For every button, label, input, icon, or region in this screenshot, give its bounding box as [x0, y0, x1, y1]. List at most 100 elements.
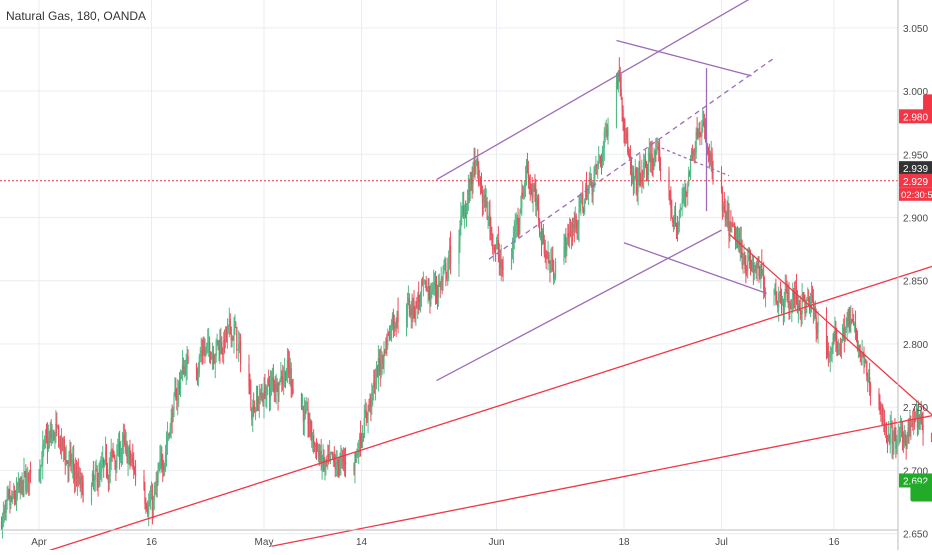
candle-body — [421, 281, 422, 292]
candle-body — [268, 379, 269, 382]
candle-body — [306, 410, 307, 412]
candle-body — [626, 132, 627, 140]
candle-body — [345, 462, 346, 464]
price-tick-label: 2.900 — [903, 213, 928, 224]
candle-body — [357, 453, 358, 454]
candle-body — [278, 382, 279, 396]
candle-body — [699, 131, 700, 134]
candle-body — [41, 465, 42, 467]
candle-body — [93, 473, 94, 481]
candle-body — [671, 208, 672, 217]
candle-body — [428, 290, 429, 295]
candle-body — [173, 397, 174, 410]
candle-body — [16, 490, 17, 501]
candle-body — [741, 241, 742, 252]
candle-body — [553, 270, 554, 278]
candle-body — [155, 486, 156, 494]
candle-body — [701, 128, 702, 136]
candle-body — [534, 187, 535, 191]
candle-body — [808, 298, 809, 302]
candle-body — [682, 199, 683, 208]
candle-body — [530, 184, 531, 189]
stop-label-bg[interactable] — [923, 94, 932, 112]
candle-body — [588, 187, 589, 195]
candle-body — [639, 166, 640, 181]
candle-body — [43, 443, 44, 445]
candle-body — [460, 216, 461, 228]
price-tick-label: 2.650 — [903, 530, 928, 541]
channel-lower-line[interactable] — [437, 230, 722, 380]
candle-body — [580, 195, 581, 205]
candle-body — [271, 381, 272, 384]
candle-body — [921, 416, 922, 422]
candle-body — [215, 356, 216, 363]
candle-body — [95, 470, 96, 480]
candle-body — [607, 126, 608, 136]
candle-body — [538, 207, 539, 221]
candle-body — [554, 278, 555, 279]
candle-body — [375, 383, 376, 388]
candle-body — [747, 261, 748, 272]
candle-body — [669, 191, 670, 197]
candle-body — [697, 132, 698, 134]
candle-body — [114, 458, 115, 461]
candle-body — [316, 444, 317, 450]
candle-body — [629, 154, 630, 158]
candle-body — [418, 295, 419, 302]
candle-body — [905, 434, 906, 444]
lower-support-trendline[interactable] — [272, 365, 932, 546]
candle-body — [52, 435, 53, 438]
candle-body — [695, 152, 696, 154]
triangle-upper-line[interactable] — [617, 40, 752, 75]
candle-body — [310, 420, 311, 433]
candle-body — [236, 327, 237, 350]
candle-body — [270, 384, 271, 397]
candle-body — [164, 464, 165, 471]
candle-body — [602, 151, 603, 164]
candle-body — [543, 231, 544, 242]
candle-body — [97, 469, 98, 482]
candle-body — [489, 213, 490, 226]
candle-body — [24, 471, 25, 473]
candle-body — [227, 329, 228, 337]
candle-body — [879, 405, 880, 409]
candle-body — [670, 196, 671, 208]
candle-body — [162, 466, 163, 469]
candle-body — [161, 453, 162, 466]
candle-body — [407, 303, 408, 318]
support-trendline[interactable] — [39, 235, 932, 550]
candle-body — [343, 457, 344, 462]
entry-price-tag-countdown: 02:30:5 — [901, 190, 932, 201]
candle-body — [221, 342, 222, 350]
time-tick-label: Jun — [488, 537, 504, 548]
candle-body — [597, 163, 598, 166]
candle-body — [483, 196, 484, 203]
target-label-bg[interactable] — [910, 483, 932, 501]
candle-body — [186, 367, 187, 374]
candle-body — [675, 214, 676, 223]
candle-body — [166, 445, 167, 452]
candle-body — [91, 485, 92, 502]
candle-body — [360, 436, 361, 442]
candle-body — [436, 290, 437, 292]
candle-body — [438, 284, 439, 296]
candle-body — [712, 172, 713, 173]
candle-body — [721, 172, 722, 190]
candle-body — [589, 181, 590, 187]
candle-body — [584, 201, 585, 213]
candle-body — [778, 293, 779, 306]
candle-body — [68, 458, 69, 469]
candle-body — [802, 294, 803, 314]
candle-body — [827, 348, 828, 353]
candle-body — [391, 327, 392, 328]
candle-body — [406, 318, 407, 322]
candle-body — [181, 373, 182, 376]
candle-body — [829, 357, 830, 358]
candle-body — [775, 291, 776, 301]
candle-body — [757, 263, 758, 268]
candlestick-series[interactable] — [1, 57, 932, 538]
